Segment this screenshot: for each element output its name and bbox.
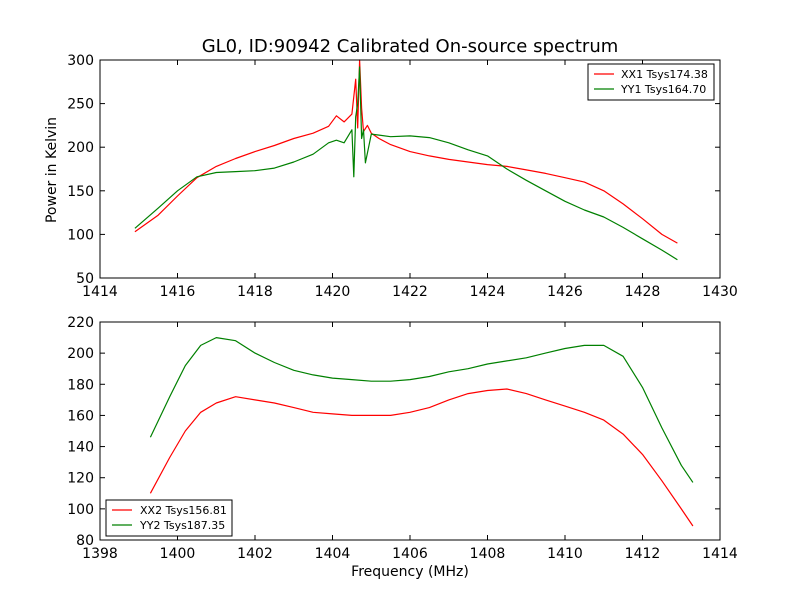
top-ytick-label-5: 300 xyxy=(67,53,94,69)
top-xtick-label-0: 1414 xyxy=(82,284,118,300)
bottom-xtick-label-1: 1400 xyxy=(160,546,196,562)
top-series-line-1 xyxy=(134,66,678,261)
top-ticks: 1414 1416 1418 1420 1422 1424 1426 1428 1430 50 10… xyxy=(67,53,738,300)
top-xtick-label-8: 1430 xyxy=(702,284,738,300)
legend-label-yy1: YY1 Tsys164.70 xyxy=(620,83,706,96)
bottom-legend-box xyxy=(105,499,233,537)
bottom-legend: XX2 Tsys156.81 YY2 Tsys187.35 xyxy=(105,499,233,537)
bottom-xtick-label-4: 1406 xyxy=(392,546,428,562)
bottom-ticks: 1398 1400 1402 1404 1406 1408 1410 1412 1414 80 10… xyxy=(67,315,738,562)
legend-label-yy2: YY2 Tsys187.35 xyxy=(139,519,225,532)
bottom-xtick-label-3: 1404 xyxy=(315,546,351,562)
bottom-ytick-label-2: 120 xyxy=(67,471,94,487)
bottom-xtick-label-5: 1408 xyxy=(470,546,506,562)
top-xtick-label-5: 1424 xyxy=(470,284,506,300)
top-ytick-label-3: 200 xyxy=(67,140,94,156)
bottom-plot-area xyxy=(149,337,694,527)
bottom-ytick-label-5: 180 xyxy=(67,377,94,393)
top-ytick-label-2: 150 xyxy=(67,184,94,200)
bottom-xtick-label-8: 1414 xyxy=(702,546,738,562)
top-legend: XX1 Tsys174.38 YY1 Tsys164.70 xyxy=(587,63,715,101)
bottom-series-line-1 xyxy=(149,337,694,483)
top-subplot: GL0, ID:90942 Calibrated On-source spect… xyxy=(44,36,738,300)
top-xtick-label-3: 1420 xyxy=(315,284,351,300)
top-xtick-label-7: 1428 xyxy=(625,284,661,300)
top-xtick-label-2: 1418 xyxy=(237,284,273,300)
top-ylabel: Power in Kelvin xyxy=(44,117,60,223)
bottom-xtick-label-2: 1402 xyxy=(237,546,273,562)
bottom-ytick-label-6: 200 xyxy=(67,346,94,362)
top-legend-box xyxy=(587,63,715,101)
bottom-ytick-label-3: 140 xyxy=(67,440,94,456)
bottom-ytick-label-0: 80 xyxy=(76,533,94,549)
chart-title: GL0, ID:90942 Calibrated On-source spect… xyxy=(202,36,619,57)
legend-label-xx1: XX1 Tsys174.38 xyxy=(621,68,708,81)
top-xtick-label-1: 1416 xyxy=(160,284,196,300)
top-xtick-label-6: 1426 xyxy=(547,284,583,300)
bottom-ytick-label-1: 100 xyxy=(67,502,94,518)
bottom-subplot: 1398 1400 1402 1404 1406 1408 1410 1412 1414 80 10… xyxy=(67,315,738,580)
top-xtick-label-4: 1422 xyxy=(392,284,428,300)
bottom-xlabel: Frequency (MHz) xyxy=(351,564,469,580)
bottom-xtick-label-7: 1412 xyxy=(625,546,661,562)
top-ytick-label-1: 100 xyxy=(67,227,94,243)
bottom-xtick-label-6: 1410 xyxy=(547,546,583,562)
top-ytick-label-0: 50 xyxy=(76,271,94,287)
bottom-series-line-0 xyxy=(149,388,694,527)
bottom-ytick-label-7: 220 xyxy=(67,315,94,331)
bottom-xtick-label-0: 1398 xyxy=(82,546,118,562)
top-series-line-0 xyxy=(134,59,678,244)
top-plot-area xyxy=(134,59,678,261)
top-ytick-label-4: 250 xyxy=(67,97,94,113)
bottom-ytick-label-4: 160 xyxy=(67,408,94,424)
legend-label-xx2: XX2 Tsys156.81 xyxy=(140,504,227,517)
